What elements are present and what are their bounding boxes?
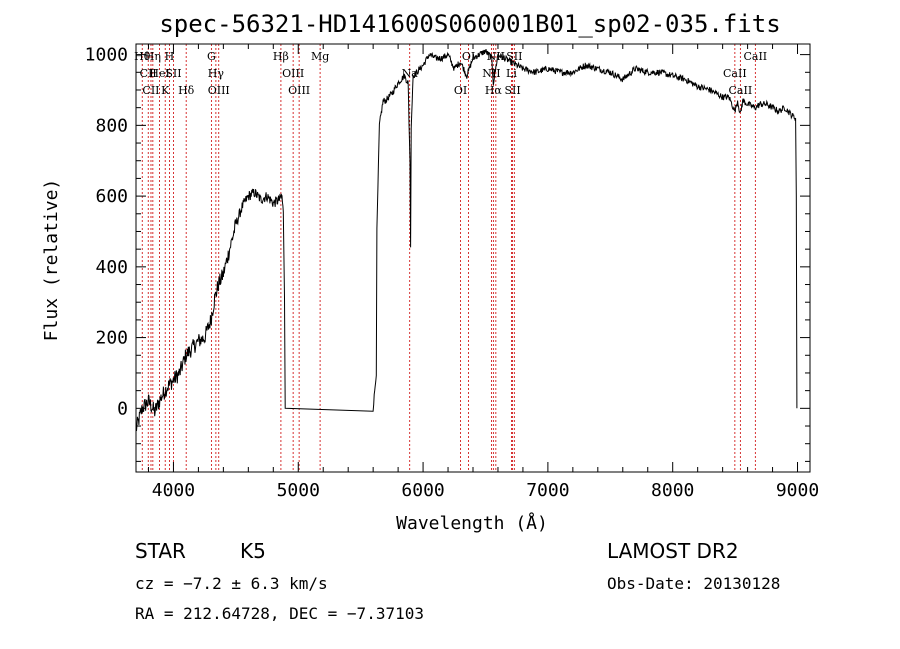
- x-tick-label: 7000: [526, 480, 569, 501]
- spectrum-line: [135, 49, 798, 432]
- marker-label: Hθ: [134, 50, 151, 63]
- x-tick-label: 8000: [651, 480, 694, 501]
- marker-label: H: [165, 50, 175, 63]
- y-tick-label: 200: [95, 328, 128, 349]
- y-tick-label: 800: [95, 115, 128, 136]
- marker-label: Hβ: [273, 50, 289, 63]
- marker-label: Hγ: [208, 67, 225, 80]
- marker-label: Mg: [311, 50, 329, 63]
- line-marker-labels: Hθ CII CII Hη HeI K H SII Hδ G Hγ OIII Hβ OIII OIII Mg N…: [134, 50, 767, 97]
- marker-label: G: [207, 50, 216, 63]
- marker-label: CaII: [743, 50, 767, 63]
- marker-label: SII: [504, 84, 520, 97]
- marker-label: OIII: [288, 84, 310, 97]
- marker-label: CII: [142, 84, 159, 97]
- object-type: STAR: [135, 539, 186, 563]
- y-axis-label: Flux (relative): [41, 179, 62, 342]
- plot-frame: [135, 43, 811, 473]
- x-tick-label: 6000: [401, 480, 444, 501]
- observation-date: Obs-Date: 20130128: [607, 574, 780, 593]
- x-tick-label: 9000: [776, 480, 819, 501]
- marker-label: OI: [454, 84, 467, 97]
- spectral-subclass: K5: [240, 539, 266, 563]
- survey-name: LAMOST DR2: [607, 539, 739, 563]
- marker-label: CaII: [723, 67, 747, 80]
- marker-label: Hη: [145, 50, 161, 63]
- redshift-cz: cz = −7.2 ± 6.3 km/s: [135, 574, 328, 593]
- spectrum-series: [135, 49, 798, 432]
- marker-label: OI: [462, 50, 475, 63]
- x-tick-label: 4000: [152, 480, 195, 501]
- y-axis-ticks: 0 200 400 600 800 1000: [85, 45, 810, 462]
- marker-label: OIII: [208, 84, 230, 97]
- y-tick-label: 400: [95, 257, 128, 278]
- marker-label: Hα: [485, 84, 503, 97]
- line-markers: [141, 44, 756, 472]
- marker-label: NII: [482, 67, 500, 80]
- chart-title: spec-56321-HD141600S060001B01_sp02-035.f…: [159, 10, 780, 38]
- y-tick-label: 0: [117, 398, 128, 419]
- marker-label: Hδ: [178, 84, 195, 97]
- marker-label: CaII: [729, 84, 753, 97]
- x-axis-label: Wavelength (Å): [396, 512, 548, 534]
- marker-label: NII: [487, 50, 505, 63]
- marker-label: HeI: [149, 67, 169, 80]
- marker-label: Li: [506, 67, 517, 80]
- marker-label: K: [161, 84, 170, 97]
- y-tick-label: 600: [95, 186, 128, 207]
- x-axis-ticks: 4000 5000 6000 7000 8000 9000: [147, 44, 819, 501]
- x-tick-label: 5000: [277, 480, 320, 501]
- marker-label: CII: [140, 67, 157, 80]
- marker-label: SII: [165, 67, 181, 80]
- sky-coordinates: RA = 212.64728, DEC = −7.37103: [135, 604, 424, 623]
- marker-label: OIII: [282, 67, 304, 80]
- y-tick-label: 1000: [85, 45, 128, 66]
